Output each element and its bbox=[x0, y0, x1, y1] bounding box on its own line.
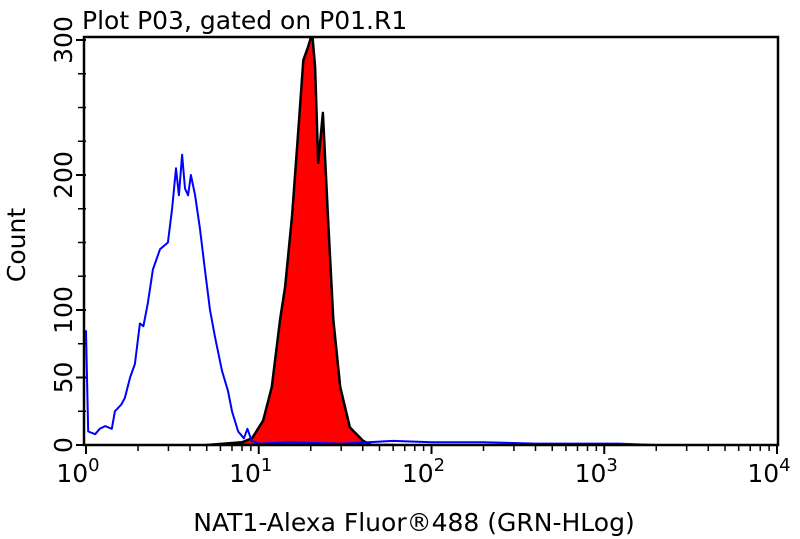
x-axis: 100 101 102 103 104 bbox=[56, 445, 791, 488]
series-outline-histogram bbox=[85, 153, 657, 445]
y-axis-label: Count bbox=[2, 208, 31, 282]
y-tick-label: 50 bbox=[49, 362, 78, 394]
y-tick-label: 300 bbox=[49, 16, 78, 64]
x-tick-label: 104 bbox=[747, 455, 790, 488]
x-tick-label: 101 bbox=[229, 455, 272, 488]
chart-title: Plot P03, gated on P01.R1 bbox=[82, 6, 407, 35]
x-tick-label: 100 bbox=[56, 455, 99, 488]
plot-frame bbox=[82, 35, 780, 447]
y-tick-label: 0 bbox=[49, 437, 78, 453]
x-tick-label: 102 bbox=[402, 455, 445, 488]
y-axis: 0 50 100 200 300 bbox=[49, 16, 86, 453]
x-axis-label: NAT1-Alexa Fluor®488 (GRN-HLog) bbox=[193, 508, 634, 537]
x-tick-label: 103 bbox=[575, 455, 618, 488]
plot-area bbox=[85, 37, 657, 445]
y-tick-label: 200 bbox=[49, 151, 78, 199]
y-tick-label: 100 bbox=[49, 286, 78, 334]
series-filled-histogram bbox=[205, 37, 395, 445]
